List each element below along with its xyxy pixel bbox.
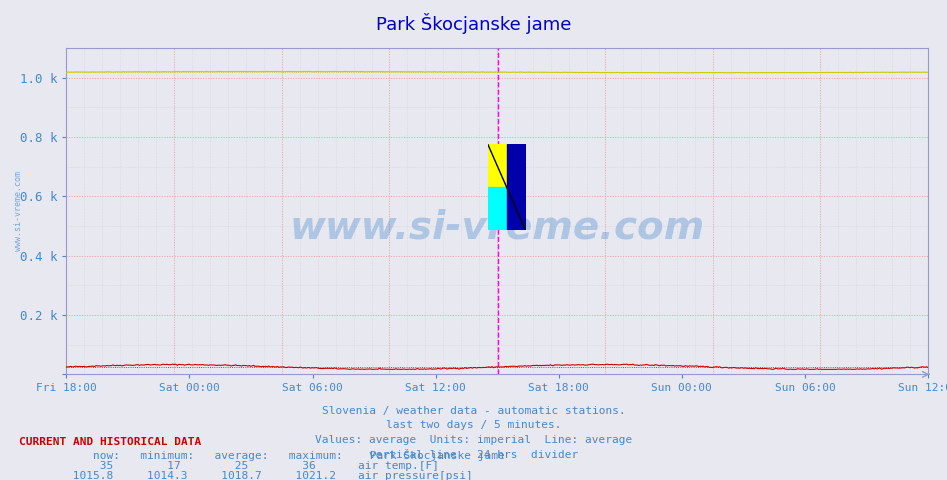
Bar xyxy=(488,144,507,187)
Text: Slovenia / weather data - automatic stations.
last two days / 5 minutes.
Values:: Slovenia / weather data - automatic stat… xyxy=(314,406,633,460)
Text: air temp.[F]: air temp.[F] xyxy=(358,461,439,471)
Bar xyxy=(488,187,507,230)
Bar xyxy=(507,144,526,230)
Text: CURRENT AND HISTORICAL DATA: CURRENT AND HISTORICAL DATA xyxy=(19,437,201,447)
Text: air pressure[psi]: air pressure[psi] xyxy=(358,471,473,480)
Text: 1015.8     1014.3     1018.7     1021.2: 1015.8 1014.3 1018.7 1021.2 xyxy=(66,471,336,480)
Text: 35        17        25        36: 35 17 25 36 xyxy=(66,461,316,471)
Text: www.si-vreme.com: www.si-vreme.com xyxy=(290,208,705,247)
Text: www.si-vreme.com: www.si-vreme.com xyxy=(14,171,24,251)
Text: now:   minimum:   average:   maximum:    Park Škocjanske jame: now: minimum: average: maximum: Park Ško… xyxy=(66,449,505,461)
Text: Park Škocjanske jame: Park Škocjanske jame xyxy=(376,12,571,34)
